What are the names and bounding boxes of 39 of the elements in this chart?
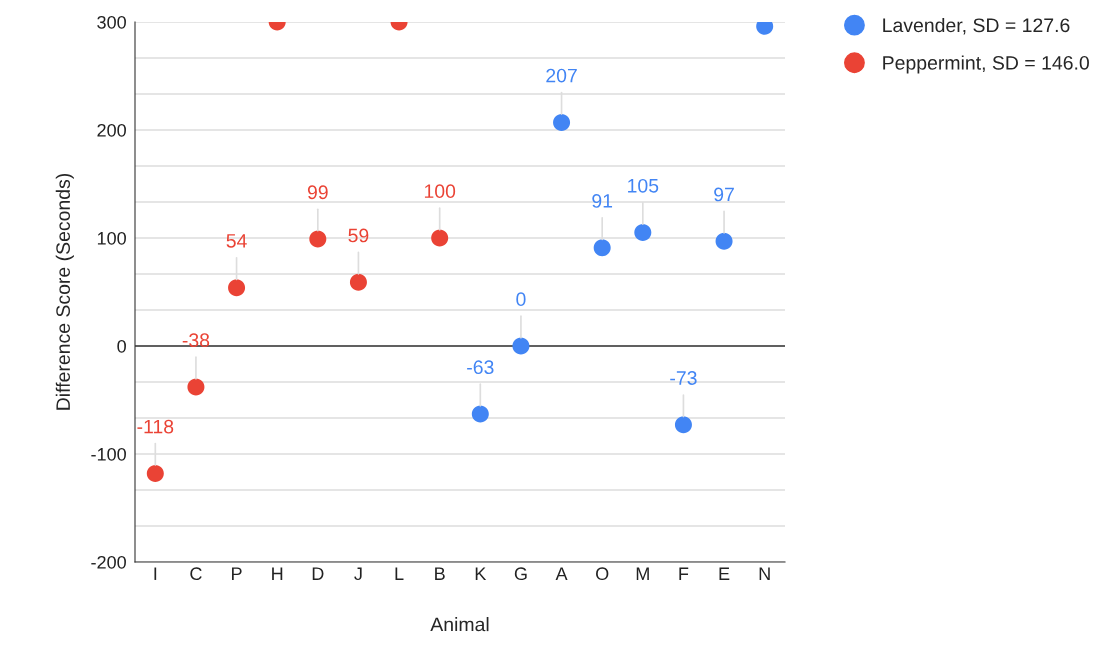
y-tick-label: 300 bbox=[97, 15, 126, 29]
y-axis-title: Difference Score (Seconds) bbox=[55, 173, 74, 410]
x-tick-label: D bbox=[312, 567, 324, 580]
x-tick-label: M bbox=[636, 567, 649, 580]
legend-label: Peppermint, SD = 146.0 bbox=[883, 55, 1089, 74]
legend-label: Lavender, SD = 127.6 bbox=[883, 17, 1070, 35]
x-tick-label: P bbox=[232, 567, 242, 580]
data-label: 99 bbox=[307, 185, 328, 200]
y-tick-label: 0 bbox=[117, 339, 126, 353]
data-label: 54 bbox=[226, 234, 247, 248]
y-tick-label: 100 bbox=[97, 231, 126, 245]
x-tick-label: B bbox=[435, 567, 445, 580]
y-tick-label: -100 bbox=[91, 447, 126, 461]
data-label: 100 bbox=[424, 184, 456, 199]
x-tick-label: L bbox=[395, 567, 404, 580]
y-tick-label: -200 bbox=[91, 555, 126, 569]
data-label: -118 bbox=[137, 419, 174, 434]
x-tick-label: A bbox=[555, 567, 568, 580]
x-tick-label: G bbox=[514, 567, 527, 581]
data-label: 105 bbox=[628, 178, 659, 193]
x-tick-label: K bbox=[475, 567, 487, 580]
x-tick-label: J bbox=[354, 567, 362, 581]
data-label: 0 bbox=[516, 292, 526, 307]
x-tick-label: O bbox=[596, 567, 609, 581]
data-label: 97 bbox=[714, 187, 734, 202]
x-tick-label: E bbox=[719, 567, 730, 580]
x-tick-label: C bbox=[190, 567, 202, 581]
data-label: -73 bbox=[670, 371, 697, 385]
data-label: -38 bbox=[182, 333, 210, 348]
data-label: 59 bbox=[348, 228, 369, 243]
x-axis-title: Animal bbox=[430, 617, 489, 632]
x-tick-label: I bbox=[154, 567, 157, 580]
x-tick-label: H bbox=[272, 567, 283, 580]
data-label: 91 bbox=[592, 194, 613, 208]
data-label: 207 bbox=[546, 68, 577, 83]
y-tick-label: 200 bbox=[97, 123, 126, 137]
x-tick-label: N bbox=[759, 567, 770, 580]
x-tick-label: F bbox=[679, 567, 689, 580]
data-label: -63 bbox=[467, 360, 494, 375]
